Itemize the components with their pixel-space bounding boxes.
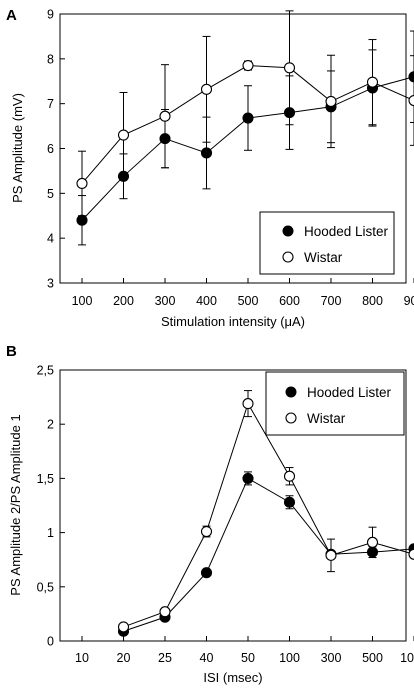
panel-b-x-tick-label: 1000 (400, 651, 414, 665)
panel-a-legend-box (259, 211, 395, 275)
panel-b-y-tick-label: 0 (47, 635, 54, 649)
panel-b-series-1-line (123, 402, 414, 628)
panel-b-y-axis: 0 0,5 1 1,5 2 2,5 (37, 364, 65, 649)
panel-b-y-tick-label: 2 (47, 418, 54, 432)
panel-a-chart: A PS Amplitude (mV) Stimulation intensit… (6, 7, 414, 329)
panel-a-y-tick-label: 7 (47, 97, 54, 111)
panel-a-series-1-point (283, 62, 296, 74)
panel-b-y-tick-label: 0,5 (37, 580, 54, 594)
panel-a-series-1-point (325, 95, 337, 107)
panel-b-x-tick-label: 10 (75, 651, 89, 665)
panel-b-series-0-point (242, 472, 254, 484)
panel-b-letter: B (6, 343, 17, 360)
panel-a-series-0-point (200, 147, 213, 159)
panel-a-series-1-point (408, 94, 414, 107)
panel-b-series-0-point (200, 567, 213, 579)
panel-b-x-tick-label: 20 (117, 651, 131, 665)
panel-b-x-tick-label: 500 (362, 651, 383, 665)
panel-b-y-tick-label: 2,5 (37, 364, 54, 378)
panel-b-legend-wistar: Wistar (307, 411, 346, 426)
panel-b-series-0-point (283, 496, 296, 508)
panel-b-x-tick-label: 50 (241, 651, 255, 665)
panel-b-x-axis-label: ISI (msec) (203, 670, 262, 685)
panel-a-y-tick-label: 6 (47, 142, 54, 156)
panel-b-y-tick-label: 1 (47, 526, 54, 540)
panel-b-chart: B PS Amplitude 2/PS Amplitude 1 ISI (mse… (6, 343, 414, 685)
panel-a-series-1-point (366, 76, 379, 88)
panel-a-y-axis-label: PS Amplitude (mV) (10, 93, 25, 203)
panel-b-series-1-point (159, 606, 171, 618)
panel-a-series-1-point (200, 83, 213, 95)
panel-a-series-1-point (117, 129, 130, 141)
panel-a-x-axis-label: Stimulation intensity (μA) (161, 314, 305, 329)
panel-a-y-tick-label: 8 (47, 52, 54, 66)
panel-a-y-tick-label: 4 (47, 232, 54, 246)
panel-a-x-tick-label: 100 (72, 294, 93, 308)
panel-a-x-tick-label: 500 (238, 294, 259, 308)
panel-a-x-tick-label: 700 (321, 294, 342, 308)
panel-a-series-1-point (242, 60, 254, 72)
panel-a-y-tick-label: 9 (47, 8, 54, 22)
panel-b-y-axis-label: PS Amplitude 2/PS Amplitude 1 (8, 414, 23, 595)
panel-b-series (117, 390, 414, 637)
panel-a-series-1-point (76, 177, 88, 190)
panel-b-series-1-point (200, 525, 213, 538)
panel-b-series-1-point (408, 548, 414, 560)
panel-a-series-1-point (159, 110, 171, 122)
panel-b-legend-box (265, 371, 405, 436)
panel-a-y-tick-label: 5 (47, 187, 54, 201)
panel-a-series-0-point (76, 214, 88, 226)
panel-b-x-tick-label: 25 (158, 651, 172, 665)
panel-a-x-tick-label: 600 (279, 294, 300, 308)
panel-a-legend-wistar: Wistar (304, 250, 343, 265)
panel-a-x-tick-label: 300 (155, 294, 176, 308)
panel-b-legend-wistar-marker (285, 412, 297, 424)
panel-b-x-tick-label: 100 (279, 651, 300, 665)
panel-a-x-tick-label: 800 (362, 294, 383, 308)
panel-a-legend-wistar-marker (282, 251, 294, 263)
panel-a-y-tick-label: 3 (47, 277, 54, 291)
panel-a-series-0-point (242, 112, 254, 124)
panel-b-x-tick-label: 40 (200, 651, 214, 665)
panel-a-series-0-point (408, 71, 414, 83)
panel-b-legend-hooded-lister-marker (285, 386, 297, 398)
panel-b-series-1-point (242, 398, 254, 410)
panel-a-x-tick-label: 900 (404, 294, 414, 308)
panel-a-legend: Hooded Lister Wistar (259, 211, 395, 275)
panel-a-x-axis: 100 200 300 400 500 600 700 800 900 (72, 278, 414, 308)
panel-a-x-tick-label: 400 (196, 294, 217, 308)
panel-a-x-tick-label: 200 (113, 294, 134, 308)
panel-b-legend: Hooded Lister Wistar (265, 371, 405, 436)
panel-b-series-1-point (366, 536, 379, 548)
panel-a-legend-hooded-lister: Hooded Lister (304, 224, 389, 239)
panel-b-x-axis: 10 20 25 40 50 100 300 500 1000 (75, 636, 414, 665)
panel-b-series-1-point (283, 470, 296, 482)
panel-b-series-0-line (123, 477, 414, 632)
panel-b-series-1-point (117, 621, 130, 633)
panel-a-series (76, 10, 414, 246)
panel-a-y-axis: 3 4 5 6 7 8 9 (47, 8, 65, 291)
panel-b-plot-frame (59, 369, 407, 642)
panel-a-letter: A (6, 7, 17, 24)
panel-b-series-1-point (325, 549, 337, 561)
panel-b-legend-hooded-lister: Hooded Lister (307, 385, 392, 400)
panel-a-legend-hooded-lister-marker (282, 225, 294, 237)
panel-b-x-tick-label: 300 (321, 651, 342, 665)
panel-b-y-tick-label: 1,5 (37, 472, 54, 486)
